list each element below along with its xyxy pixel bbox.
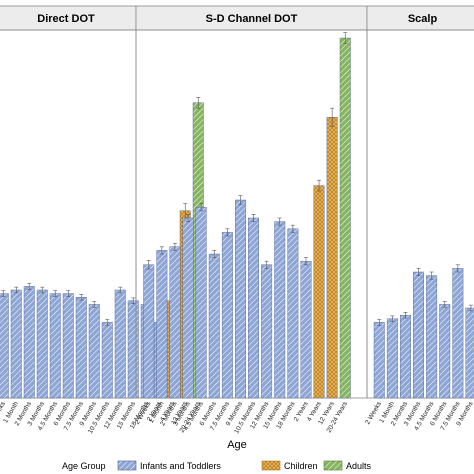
bar-1-month	[156, 250, 168, 399]
error-bar	[105, 319, 110, 326]
bar-20-24-years	[339, 37, 351, 399]
error-bar	[251, 214, 256, 222]
bar-6-months	[439, 304, 451, 399]
bar-3-months	[182, 217, 194, 399]
panel-title: Direct DOT	[37, 13, 95, 25]
bar-4-5-months	[426, 275, 438, 399]
error-bar	[455, 264, 460, 273]
panel-title: Scalp	[408, 13, 438, 25]
error-bar	[264, 260, 269, 269]
bar-15-months	[274, 221, 286, 399]
bar-7-5-months	[221, 232, 233, 399]
bar-1-month	[10, 289, 22, 399]
error-bar	[159, 246, 164, 255]
bar-9-months	[234, 199, 246, 399]
bar-7-5-months	[75, 297, 87, 399]
error-bar	[172, 242, 177, 251]
error-bar	[403, 312, 408, 319]
error-bar	[92, 301, 97, 308]
bar-18-months	[287, 228, 299, 399]
bar-2-weeks	[0, 293, 9, 399]
error-bar	[53, 290, 58, 297]
bar-2-weeks	[373, 322, 385, 399]
error-bar	[468, 304, 473, 312]
x-axis-title: Age	[227, 439, 247, 451]
error-bar	[66, 290, 71, 297]
error-bar	[196, 97, 201, 109]
bar-9-months	[465, 307, 474, 399]
legend-swatch	[261, 460, 281, 471]
legend-entry-infants-and-toddlers: Infants and Toddlers	[117, 460, 221, 471]
bar-4-years	[313, 185, 325, 399]
bar-2-months	[23, 286, 35, 399]
error-bar	[14, 286, 19, 294]
legend-entry-adults: Adults	[323, 460, 372, 471]
bar-2-weeks	[143, 264, 155, 399]
error-bar	[238, 195, 243, 205]
error-bar	[225, 228, 230, 237]
error-bar	[40, 286, 45, 294]
panel-header	[366, 5, 474, 31]
error-bar	[186, 214, 191, 222]
error-bar	[442, 301, 447, 308]
bar-2-months	[169, 246, 181, 399]
bar-4-5-months	[49, 293, 61, 399]
legend-label: Children	[284, 461, 318, 471]
error-bar	[343, 32, 348, 44]
legend-label: Infants and Toddlers	[140, 461, 221, 471]
bar-10-5-months	[101, 322, 113, 399]
error-bar	[212, 250, 217, 258]
error-bar	[146, 260, 151, 270]
bar-15-months	[127, 300, 139, 399]
bar-2-years	[300, 261, 312, 399]
error-bar	[79, 294, 84, 301]
legend-entry-children: Children	[261, 460, 318, 471]
error-bar	[416, 268, 421, 276]
bar-3-months	[413, 271, 424, 399]
error-bar	[290, 224, 295, 233]
bar-7-5-months	[452, 268, 464, 399]
bar-6-months	[208, 253, 220, 399]
bar-1-month	[386, 318, 398, 399]
legend-swatch	[323, 460, 343, 471]
error-bar	[131, 297, 136, 304]
bar-4-5-months	[195, 206, 207, 399]
error-bar	[27, 283, 32, 290]
legend-label: Adults	[346, 461, 372, 471]
error-bar	[277, 217, 282, 226]
error-bar	[118, 286, 123, 294]
bar-12-months	[114, 289, 126, 399]
bar-6-months	[62, 293, 74, 399]
bar-3-months	[36, 289, 48, 399]
bar-2-months	[400, 315, 411, 399]
error-bar	[303, 257, 308, 266]
bar-12-years	[326, 116, 338, 399]
error-bar	[390, 315, 395, 322]
error-bar	[429, 271, 434, 280]
error-bar	[1, 290, 6, 297]
error-bar	[317, 179, 322, 192]
legend-title: Age Group	[62, 461, 106, 471]
error-bar	[377, 319, 382, 326]
legend: Age Group Infants and Toddlers Children Ad…	[62, 460, 372, 471]
panel-title: S-D Channel DOT	[206, 13, 298, 25]
error-bar	[330, 107, 335, 127]
bar-9-months	[88, 304, 100, 399]
error-bar	[199, 203, 204, 212]
bar-12-months	[261, 264, 273, 399]
legend-swatch	[117, 460, 137, 471]
bar-10-5-months	[248, 217, 260, 399]
